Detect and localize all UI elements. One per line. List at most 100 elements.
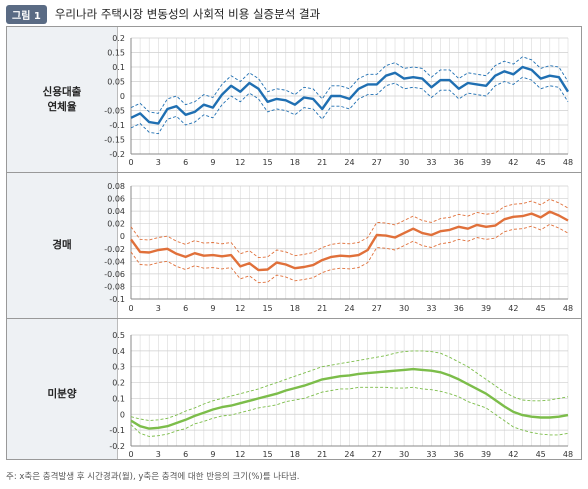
x-tick-label: 6	[183, 304, 188, 313]
series-line-lower	[130, 223, 569, 284]
column-divider	[117, 27, 118, 459]
x-tick-label: 0	[128, 158, 133, 167]
y-tick-label: 0.05	[107, 78, 125, 87]
x-tick-label: 24	[344, 158, 354, 167]
series-line-estimate	[130, 210, 569, 272]
x-tick-label: 18	[290, 304, 300, 313]
x-tick-label: 9	[210, 158, 215, 167]
row-label-auction: 경매	[7, 238, 117, 253]
x-tick-label: 15	[262, 304, 272, 313]
footnote: 주: x축은 충격발생 후 시간경과(월), y축은 충격에 대한 반응의 크기…	[6, 472, 300, 482]
x-tick-label: 18	[290, 158, 300, 167]
x-tick-label: 24	[344, 304, 354, 313]
x-tick-label: 0	[128, 450, 133, 459]
series-line-upper	[130, 350, 569, 422]
row-label-credit-line2: 연체율	[47, 101, 77, 113]
x-tick-label: 33	[426, 158, 436, 167]
x-tick-label: 30	[399, 158, 409, 167]
series-line-upper	[130, 198, 569, 259]
y-tick-label: 0.3	[112, 363, 125, 372]
series-line-upper	[130, 56, 569, 114]
x-tick-label: 42	[508, 450, 518, 459]
x-tick-label: 6	[183, 158, 188, 167]
x-tick-label: 30	[399, 450, 409, 459]
y-tick-label: -0.04	[104, 257, 125, 266]
x-tick-label: 9	[210, 450, 215, 459]
y-tick-label: 0.5	[112, 331, 125, 340]
row-label-unsold: 미분양	[7, 387, 117, 402]
y-tick-label: -0.2	[109, 150, 125, 159]
row-label-credit: 신용대출 연체율	[7, 85, 117, 115]
y-tick-label: 0.06	[107, 195, 125, 204]
x-tick-label: 45	[536, 304, 546, 313]
y-tick-label: 0.2	[112, 34, 125, 43]
x-tick-label: 6	[183, 450, 188, 459]
y-tick-label: 0.04	[107, 207, 125, 216]
x-tick-label: 36	[454, 304, 464, 313]
x-tick-label: 21	[317, 450, 327, 459]
y-tick-label: 0.02	[107, 220, 125, 229]
figure-badge: 그림 1	[6, 4, 47, 24]
x-tick-label: 36	[454, 450, 464, 459]
y-tick-label: -0.15	[104, 136, 125, 145]
y-tick-label: 0	[120, 92, 125, 101]
row-label-column	[7, 27, 117, 459]
chart-panel-0: 0.20.150.10.050-0.05-0.1-0.15-0.20 3 6 9 12 1…	[104, 34, 573, 167]
x-tick-label: 21	[317, 158, 327, 167]
chart-panel-2: 0.50.40.30.20.10-0.1-0.20 3 6 9 12 15 18 21 24 27…	[109, 331, 573, 459]
x-tick-label: 12	[235, 450, 245, 459]
y-tick-label: -0.06	[104, 270, 125, 279]
x-tick-label: 39	[481, 304, 491, 313]
y-tick-label: -0.2	[109, 442, 125, 451]
series-line-lower	[130, 76, 569, 135]
x-tick-label: 45	[536, 450, 546, 459]
chart-panel-1: 0.08 0.06 0.04 0.02 0 -0.02 -0.04 -0.06 -0.08 -0.…	[104, 182, 573, 313]
x-tick-label: 18	[290, 450, 300, 459]
y-tick-label: -0.08	[104, 282, 125, 291]
x-tick-label: 12	[235, 304, 245, 313]
y-tick-label: -0.1	[109, 426, 125, 435]
row-label-auction-line1: 경매	[52, 239, 72, 251]
x-tick-label: 9	[210, 304, 215, 313]
series-line-estimate	[130, 65, 570, 125]
x-tick-label: 27	[372, 304, 382, 313]
x-tick-label: 33	[426, 450, 436, 459]
figure-frame	[6, 26, 582, 460]
x-tick-label: 12	[235, 158, 245, 167]
row-label-unsold-line1: 미분양	[47, 388, 77, 400]
y-tick-label: -0.05	[104, 107, 125, 116]
x-tick-label: 0	[128, 304, 133, 313]
x-tick-label: 48	[563, 304, 573, 313]
x-tick-label: 3	[156, 158, 161, 167]
x-tick-label: 21	[317, 304, 327, 313]
x-tick-label: 39	[481, 158, 491, 167]
y-tick-label: 0	[120, 410, 125, 419]
figure-title: 우리나라 주택시장 변동성의 사회적 비용 실증분석 결과	[54, 7, 321, 21]
x-tick-label: 15	[262, 158, 272, 167]
series-line-lower	[130, 386, 569, 437]
y-tick-label: 0.15	[107, 49, 125, 58]
row-label-credit-line1: 신용대출	[42, 86, 82, 98]
row-divider-1	[7, 172, 581, 173]
y-tick-label: 0.1	[112, 394, 125, 403]
x-tick-label: 15	[262, 450, 272, 459]
x-tick-label: 3	[156, 450, 161, 459]
y-tick-label: -0.1	[109, 121, 125, 130]
x-tick-label: 24	[344, 450, 354, 459]
y-tick-label: 0	[120, 232, 125, 241]
x-tick-label: 33	[426, 304, 436, 313]
x-tick-label: 36	[454, 158, 464, 167]
x-tick-label: 39	[481, 450, 491, 459]
x-tick-label: 48	[563, 158, 573, 167]
y-tick-label: 0.1	[112, 63, 125, 72]
x-tick-label: 42	[508, 158, 518, 167]
x-tick-label: 48	[563, 450, 573, 459]
y-tick-label: -0.02	[104, 245, 125, 254]
x-tick-label: 27	[372, 450, 382, 459]
x-tick-label: 42	[508, 304, 518, 313]
y-tick-label: -0.1	[109, 295, 125, 304]
y-tick-label: 0.2	[112, 379, 125, 388]
figure-header: 그림 1 우리나라 주택시장 변동성의 사회적 비용 실증분석 결과	[6, 4, 320, 24]
y-tick-label: 0.08	[107, 182, 125, 191]
